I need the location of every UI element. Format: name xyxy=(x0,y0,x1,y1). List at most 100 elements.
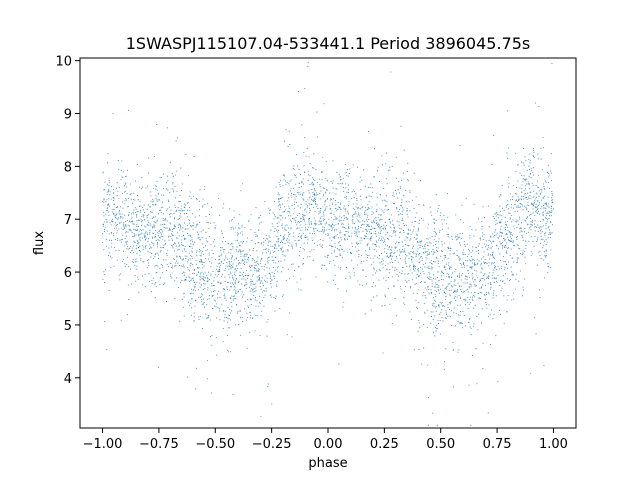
data-point xyxy=(352,216,354,218)
data-point xyxy=(106,348,108,351)
data-point xyxy=(288,235,290,237)
data-point xyxy=(104,282,106,284)
data-point xyxy=(196,254,198,256)
data-point xyxy=(325,161,327,163)
data-point xyxy=(468,272,470,275)
data-point xyxy=(248,286,251,288)
data-point xyxy=(470,334,472,336)
data-point xyxy=(127,248,129,250)
data-point xyxy=(498,268,500,270)
data-point xyxy=(240,190,242,192)
data-point xyxy=(169,216,171,218)
data-point xyxy=(110,267,112,269)
data-point xyxy=(526,232,528,234)
data-point xyxy=(223,288,226,290)
data-point xyxy=(433,218,435,220)
data-point xyxy=(547,203,550,205)
data-point xyxy=(543,251,545,253)
data-point xyxy=(519,228,521,230)
data-point xyxy=(373,176,375,178)
data-point xyxy=(339,183,341,185)
data-point xyxy=(131,283,133,285)
axes-frame xyxy=(79,57,577,429)
data-point xyxy=(176,277,178,279)
data-point xyxy=(532,196,534,198)
data-point xyxy=(404,253,406,255)
data-point xyxy=(381,208,383,210)
data-point xyxy=(547,164,549,166)
data-point xyxy=(428,278,430,280)
data-point xyxy=(214,228,216,230)
data-point xyxy=(459,233,461,235)
data-point xyxy=(525,217,527,219)
data-point xyxy=(140,221,142,223)
data-point xyxy=(206,249,209,251)
data-point xyxy=(484,261,486,264)
data-point xyxy=(134,180,137,182)
data-point xyxy=(260,214,262,217)
data-point xyxy=(547,173,550,175)
data-point xyxy=(283,179,285,181)
data-point xyxy=(384,240,386,242)
data-point xyxy=(311,183,313,185)
data-point xyxy=(363,212,365,214)
data-point xyxy=(348,235,350,237)
data-point xyxy=(394,189,396,191)
data-point xyxy=(382,267,384,269)
data-point xyxy=(471,298,473,300)
data-point xyxy=(394,252,396,254)
data-point xyxy=(348,172,350,175)
data-point xyxy=(293,213,295,215)
data-point xyxy=(254,232,256,234)
data-point xyxy=(512,242,514,244)
data-point xyxy=(476,263,478,265)
data-point xyxy=(202,298,204,300)
data-point xyxy=(551,62,553,64)
data-point xyxy=(350,235,352,237)
data-point xyxy=(363,238,365,240)
data-point xyxy=(227,307,229,309)
data-point xyxy=(231,218,233,221)
data-point xyxy=(129,194,131,196)
data-point xyxy=(134,207,136,209)
data-point xyxy=(333,237,335,239)
data-point xyxy=(178,242,180,244)
data-point xyxy=(302,217,304,219)
data-point xyxy=(353,230,355,232)
data-point xyxy=(201,304,203,306)
data-point xyxy=(214,274,217,276)
data-point xyxy=(540,243,542,245)
data-point xyxy=(436,286,438,288)
data-point xyxy=(140,257,142,259)
data-point xyxy=(339,253,341,255)
data-point xyxy=(311,249,313,251)
data-point xyxy=(315,227,317,230)
data-point xyxy=(400,179,403,181)
data-point xyxy=(362,230,364,232)
data-point xyxy=(505,223,507,226)
data-point xyxy=(404,248,406,250)
data-point xyxy=(453,280,455,282)
data-point xyxy=(369,237,371,239)
data-point xyxy=(467,301,469,303)
data-point xyxy=(179,229,181,231)
data-point xyxy=(135,258,137,260)
data-point xyxy=(229,276,231,278)
data-point xyxy=(358,249,360,251)
data-point xyxy=(427,286,429,288)
data-point xyxy=(160,263,162,266)
data-point xyxy=(212,253,214,255)
data-point xyxy=(494,277,496,279)
data-point xyxy=(368,226,370,228)
data-point xyxy=(206,304,208,306)
data-point xyxy=(116,207,118,209)
data-point xyxy=(501,242,504,244)
data-point xyxy=(357,231,359,233)
data-point xyxy=(446,223,448,225)
data-point xyxy=(381,258,383,260)
data-point xyxy=(443,292,446,294)
data-point xyxy=(106,199,108,201)
data-point xyxy=(274,250,276,253)
data-point xyxy=(494,266,496,268)
data-point xyxy=(535,209,537,211)
